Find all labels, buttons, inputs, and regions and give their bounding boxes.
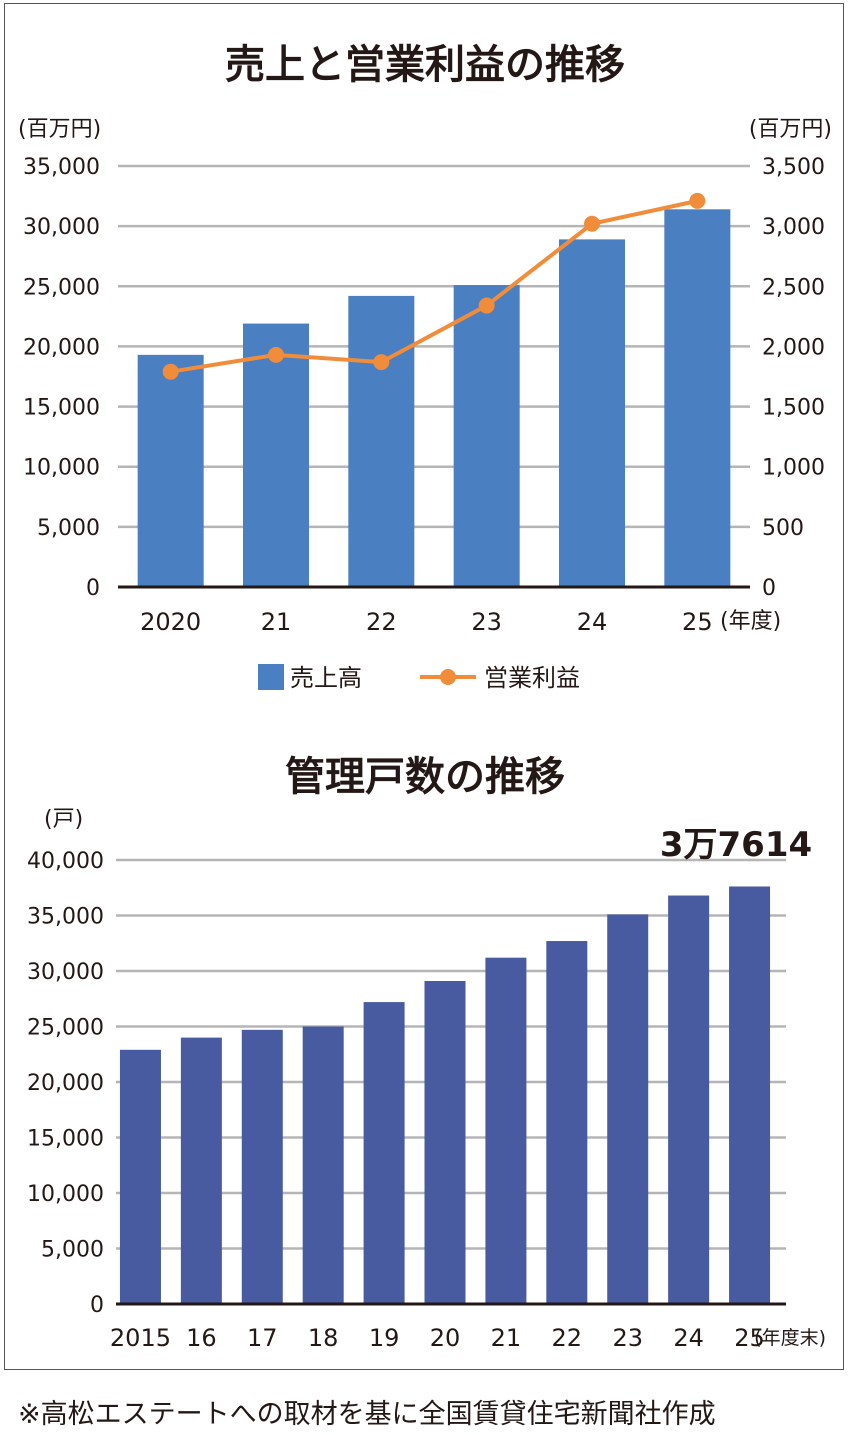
chart-1-right-tick-label: 500 <box>762 516 804 541</box>
chart-1-left-axis-unit: (百万円) <box>18 117 101 142</box>
chart-2-category-label: 16 <box>186 1324 217 1352</box>
chart-2-tick-label: 25,000 <box>27 1016 104 1041</box>
chart-1-right-tick-label: 0 <box>762 576 776 601</box>
chart-1-right-axis-unit: (百万円) <box>749 117 832 142</box>
chart-2-category-label: 25 <box>734 1324 765 1352</box>
chart-1-right-tick-label: 3,500 <box>762 155 825 180</box>
chart-1-right-tick-label: 2,000 <box>762 335 825 360</box>
chart-2-tick-label: 35,000 <box>27 905 104 930</box>
chart-1-category-label: 24 <box>577 608 608 636</box>
chart-2-category-label: 21 <box>491 1324 522 1352</box>
chart-1-operating-profit-point <box>584 215 600 232</box>
chart-1-sales-bar <box>453 285 520 587</box>
chart-2-category-label: 19 <box>369 1324 400 1352</box>
chart-2-category-label: 24 <box>673 1324 704 1352</box>
chart-2-units-bar <box>119 1049 161 1304</box>
chart-2-category-label: 23 <box>612 1324 643 1352</box>
chart-2-units-bar <box>729 886 771 1304</box>
chart-1-right-tick-label: 1,500 <box>762 396 825 421</box>
chart-2-category-label: 18 <box>308 1324 339 1352</box>
chart-1-operating-profit-line <box>170 198 698 374</box>
chart-2-units-bar <box>424 980 466 1304</box>
chart-2-tick-label: 30,000 <box>27 960 104 985</box>
chart-1-operating-profit-point <box>268 346 284 363</box>
source-note: ※高松エステートへの取材を基に全国賃貸住宅新聞社作成 <box>18 1399 716 1430</box>
chart-1-right-tick-label: 1,000 <box>762 456 825 481</box>
chart-1-category-label: 2020 <box>140 608 201 636</box>
chart-1-left-tick-label: 5,000 <box>37 516 100 541</box>
chart-2-category-label: 17 <box>247 1324 278 1352</box>
chart-2-units-bar <box>180 1037 222 1304</box>
chart-1-operating-profit-point <box>162 363 179 380</box>
chart-2-units-bar <box>241 1029 283 1304</box>
chart-1-sales-bar <box>243 323 309 587</box>
chart-2-tick-label: 10,000 <box>27 1182 104 1207</box>
chart-2-tick-label: 15,000 <box>27 1127 104 1152</box>
chart-1-sales-bar <box>348 295 415 587</box>
chart-1-left-tick-label: 25,000 <box>23 275 100 300</box>
chart-2-tick-label: 5,000 <box>41 1238 104 1263</box>
figure-frame <box>4 3 844 1370</box>
chart-1-left-tick-label: 35,000 <box>23 155 100 180</box>
chart-1-category-label: 25 <box>682 608 713 636</box>
chart-1-category-label: 23 <box>471 608 502 636</box>
legend-sales-label: 売上高 <box>290 664 362 692</box>
chart-1-operating-profit-point <box>373 354 390 371</box>
chart-1-x-unit: (年度) <box>720 609 781 634</box>
chart-1-right-tick-label: 3,000 <box>762 215 825 240</box>
legend-sales-swatch <box>258 664 284 690</box>
chart-2-title: 管理戸数の推移 <box>285 754 565 800</box>
chart-1-left-tick-label: 20,000 <box>23 335 100 360</box>
chart-2-tick-label: 20,000 <box>27 1071 104 1096</box>
chart-1-left-tick-label: 15,000 <box>23 396 100 421</box>
chart-2-category-label: 22 <box>552 1324 583 1352</box>
chart-1-title: 売上と営業利益の推移 <box>225 42 625 88</box>
chart-1-right-tick-label: 2,500 <box>762 275 825 300</box>
chart-2-category-label: 20 <box>430 1324 461 1352</box>
chart-1-sales-bar <box>559 239 625 588</box>
legend-profit-label: 営業利益 <box>484 664 580 692</box>
chart-1-category-label: 22 <box>366 608 397 636</box>
chart-2-units-bar <box>302 1026 344 1304</box>
chart-2-tick-label: 0 <box>90 1293 104 1318</box>
chart-2-last-value-annotation: 3万7614 <box>660 825 812 865</box>
chart-2-units-bar <box>607 914 649 1304</box>
chart-1-operating-profit-point <box>689 192 706 209</box>
chart-1-category-label: 21 <box>261 608 292 636</box>
chart-2-units-bar <box>485 957 527 1304</box>
chart-2-units-bar <box>363 1002 405 1304</box>
chart-2-units-bar <box>668 895 710 1304</box>
chart-1-left-tick-label: 0 <box>86 576 100 601</box>
chart-1-sales-bar <box>664 209 731 587</box>
chart-2-units-bar <box>546 941 588 1304</box>
chart-2-x-unit: (年度末) <box>754 1327 826 1349</box>
chart-1-sales-bar <box>137 354 204 587</box>
legend-profit-marker <box>440 669 456 685</box>
chart-1-left-tick-label: 30,000 <box>23 215 100 240</box>
chart-1-operating-profit-point <box>478 297 495 314</box>
chart-2-axis-unit: (戸) <box>44 807 83 832</box>
chart-2-tick-label: 40,000 <box>27 849 104 874</box>
chart-2-category-label: 2015 <box>110 1324 171 1352</box>
chart-1-left-tick-label: 10,000 <box>23 456 100 481</box>
